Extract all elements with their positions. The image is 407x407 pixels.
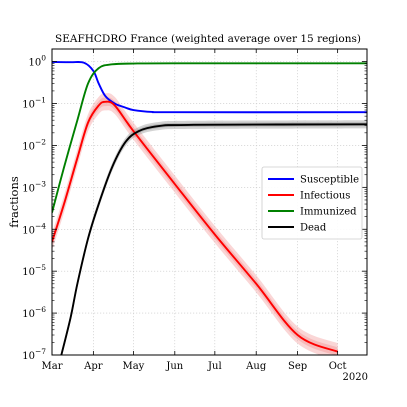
legend-box (261, 166, 363, 240)
x-tick-label: Aug (245, 361, 267, 372)
y-tick-label: 100 (28, 54, 46, 69)
x-tick-label: Mar (42, 361, 63, 372)
legend-label: Immunized (300, 207, 357, 218)
x-tick-label: Jun (165, 361, 183, 372)
legend-label: Dead (300, 223, 327, 234)
immunized-series-line (52, 62, 367, 213)
legend-label: Infectious (300, 191, 350, 202)
y-tick-label: 10−2 (22, 137, 46, 152)
dead-series-line (60, 123, 367, 355)
x-tick-label: May (122, 361, 144, 372)
year-label: 2020 (343, 372, 368, 383)
y-tick-label: 10−7 (22, 347, 46, 362)
tick-layer: Mar Apr May Jun Jul Aug Sep Oct 100 10−1 10−2 10−3 1… (22, 49, 367, 372)
y-tick-label: 10−1 (22, 96, 46, 111)
y-tick-label: 10−5 (22, 263, 46, 278)
line-layer (52, 61, 367, 355)
x-tick-label: Oct (329, 361, 347, 372)
plot-frame (51, 48, 368, 356)
infectious-uncertainty-band (52, 93, 338, 355)
chart-title: SEAFHCDRO France (weighted average over … (55, 33, 361, 45)
susceptible-series-line (52, 61, 367, 114)
legend: Susceptible Infectious Immunized Dead (261, 166, 363, 240)
band-layer (52, 93, 367, 355)
y-axis-label: fractions (7, 176, 21, 228)
legend-label: Susceptible (300, 175, 359, 186)
y-tick-label: 10−3 (22, 179, 46, 194)
x-tick-label: Sep (288, 361, 307, 372)
x-tick-label: Apr (83, 361, 103, 372)
y-tick-label: 10−4 (22, 221, 46, 236)
y-tick-label: 10−6 (22, 305, 46, 320)
x-tick-label: Jul (207, 361, 222, 372)
infectious-series-line (52, 100, 339, 353)
